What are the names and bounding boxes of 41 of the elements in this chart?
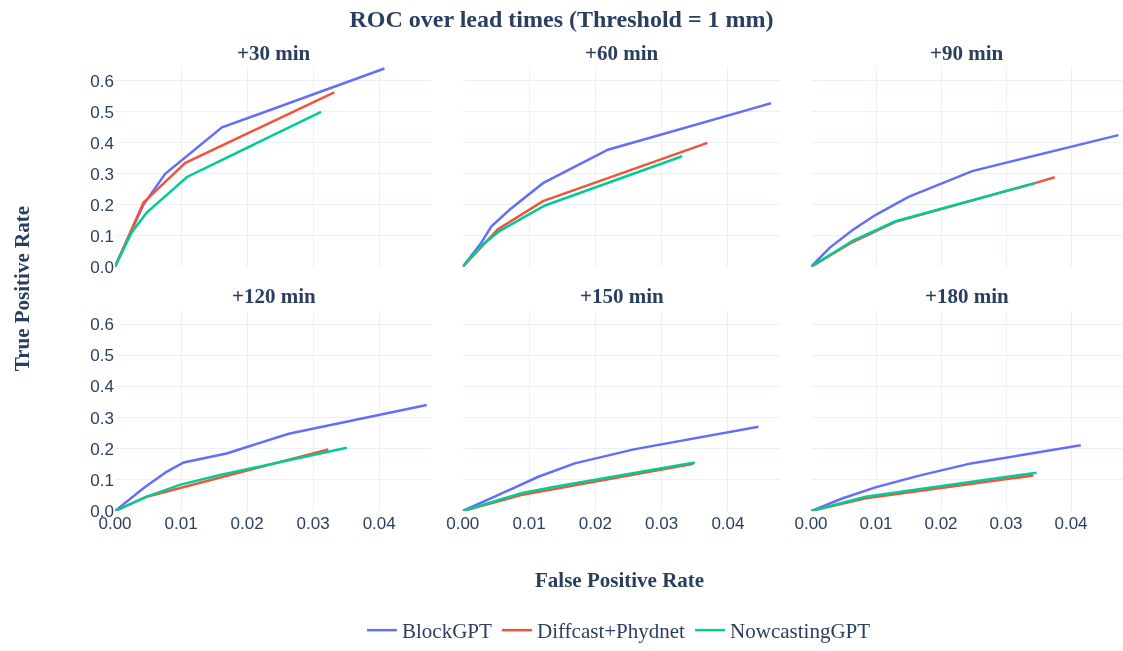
x-tick-label: 0.02 xyxy=(578,514,612,533)
legend-label: Diffcast+Phydnet xyxy=(537,619,686,644)
legend-label: NowcastingGPT xyxy=(730,619,871,644)
y-tick-label: 0.5 xyxy=(90,102,114,122)
y-tick-label: 0.5 xyxy=(90,346,114,366)
x-tick-label: 0.04 xyxy=(1054,514,1088,533)
y-tick-label: 0.2 xyxy=(90,439,114,459)
x-tick-label: 0.02 xyxy=(230,514,264,533)
y-tick-label: 0.2 xyxy=(90,195,114,215)
chart-subtitle: +30 min xyxy=(237,41,311,65)
line-series xyxy=(115,403,428,511)
x-tick-label: 0.04 xyxy=(711,514,745,533)
legend-label: BlockGPT xyxy=(402,619,493,644)
x-tick-label: 0.04 xyxy=(362,514,396,533)
x-tick-label: 0.00 xyxy=(446,514,480,533)
y-axis-title: True Positive Rate xyxy=(10,206,35,372)
line-series xyxy=(115,110,323,267)
y-tick-label: 0.6 xyxy=(90,71,114,91)
x-tick-label: 0.00 xyxy=(794,514,828,533)
x-tick-label: 0.01 xyxy=(859,514,893,533)
x-tick-label: 0.01 xyxy=(512,514,546,533)
x-tick-label: 0.03 xyxy=(296,514,330,533)
x-tick-label: 0.03 xyxy=(645,514,679,533)
text: ROC over lead times (Threshold = 1 mm) xyxy=(349,5,774,32)
y-tick-label: 0.1 xyxy=(90,470,114,490)
x-tick-label: 0.02 xyxy=(924,514,958,533)
chart-subtitle: +60 min xyxy=(585,41,659,65)
y-tick-label: 0.3 xyxy=(90,164,114,184)
y-tick-label: 0.1 xyxy=(90,226,114,246)
x-tick-label: 0.03 xyxy=(989,514,1023,533)
y-tick-label: 0.6 xyxy=(90,315,114,335)
y-tick-label: 0.4 xyxy=(90,377,114,397)
chart-subtitle: +120 min xyxy=(232,284,317,308)
x-tick-label: 0.01 xyxy=(164,514,198,533)
x-axis-title: False Positive Rate xyxy=(535,568,705,592)
chart-subtitle: +90 min xyxy=(930,41,1004,65)
chart-subtitle: +180 min xyxy=(925,284,1010,308)
y-tick-label: 0.4 xyxy=(90,133,114,153)
y-tick-label: 0.3 xyxy=(90,408,114,428)
chart-subtitle: +150 min xyxy=(580,284,665,308)
y-tick-label: 0.0 xyxy=(90,257,114,277)
